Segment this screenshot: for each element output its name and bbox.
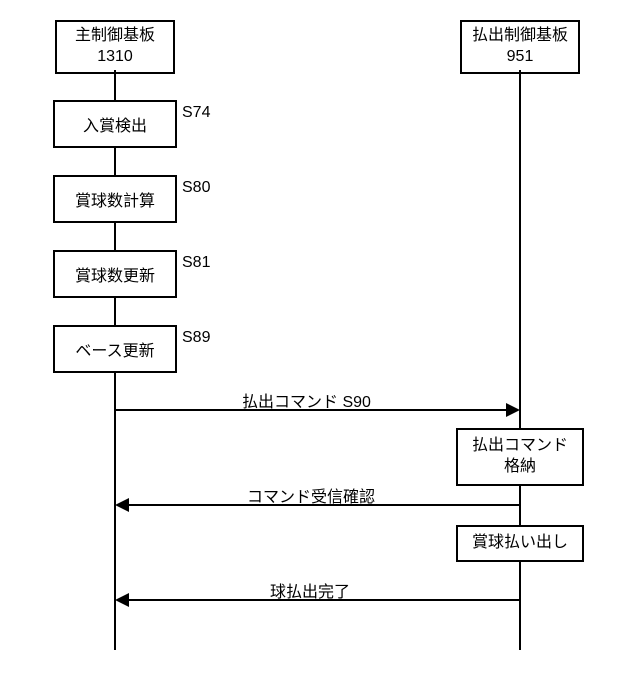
step-tag-0: S74 [182,104,210,122]
step-label-1: 賞球数計算 [75,193,155,210]
right-action-1: 賞球払い出し [456,525,584,562]
participant-right: 払出制御基板 951 [460,20,580,74]
msg-line-1 [126,504,521,506]
step-tag-2: S81 [182,254,210,272]
right-action-0: 払出コマンド 格納 [456,428,584,486]
arrow-right-icon [506,403,520,417]
participant-right-title1: 払出制御基板 [472,26,568,47]
arrow-left-icon-2 [115,593,129,607]
step-box-2: 賞球数更新 [53,250,177,298]
participant-right-title2: 951 [472,47,568,68]
step-box-0: 入賞検出 [53,100,177,148]
participant-left: 主制御基板 1310 [55,20,175,74]
participant-left-title2: 1310 [67,47,163,68]
step-box-1: 賞球数計算 [53,175,177,223]
arrow-left-icon [115,498,129,512]
step-tag-3: S89 [182,329,210,347]
msg-line-2 [126,599,521,601]
step-label-0: 入賞検出 [83,118,147,135]
right-action-0-line1: 払出コマンド [466,436,574,457]
step-tag-1: S80 [182,179,210,197]
right-action-0-line2: 格納 [466,457,574,478]
lifeline-right [519,70,521,650]
participant-left-title1: 主制御基板 [67,26,163,47]
step-label-2: 賞球数更新 [75,268,155,285]
msg-line-0 [116,409,509,411]
right-action-1-line1: 賞球払い出し [466,533,574,554]
step-label-3: ベース更新 [75,343,154,360]
step-box-3: ベース更新 [53,325,177,373]
